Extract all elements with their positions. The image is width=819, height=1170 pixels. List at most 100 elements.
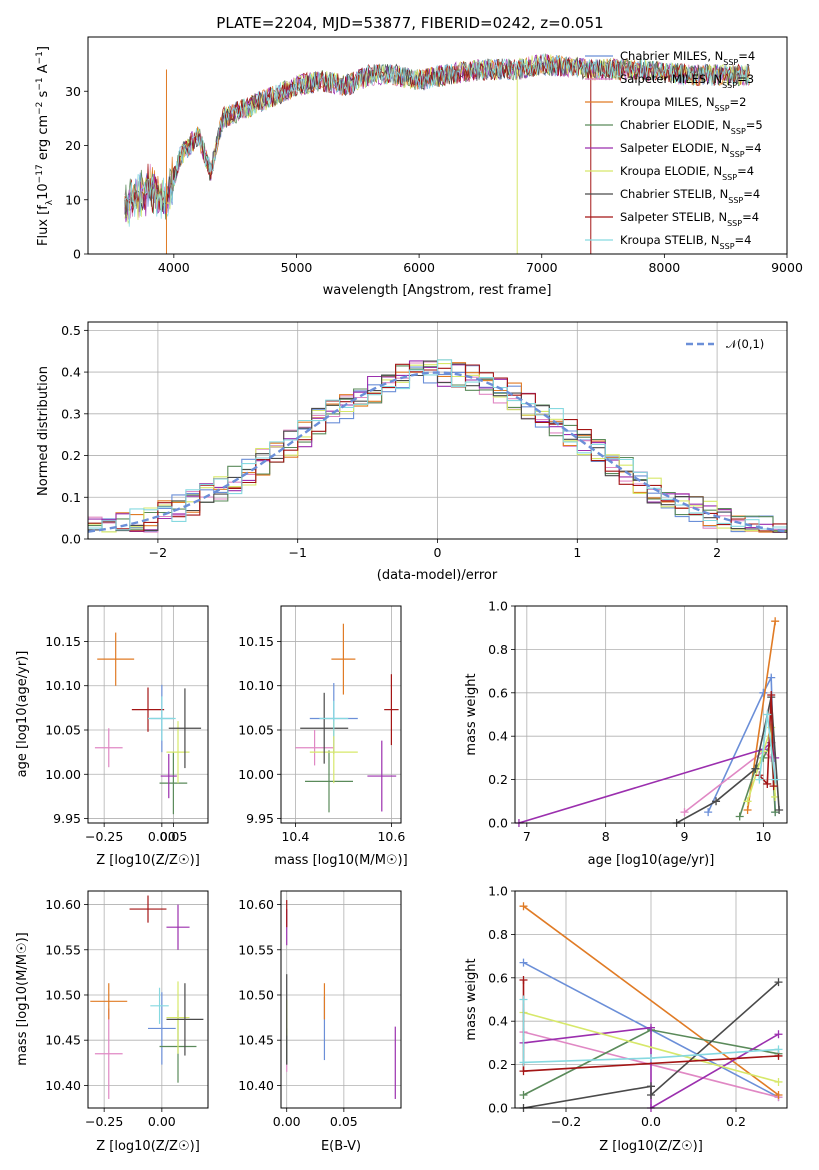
- point-marker: [751, 764, 760, 773]
- point-marker: [743, 797, 752, 806]
- x-axis-label: Z [log10(Z/Z☉)]: [96, 853, 200, 868]
- legend-label: Chabrier ELODIE, NSSP=5: [620, 118, 763, 136]
- errorbar-point: [90, 983, 128, 1020]
- errorbar-point: [94, 728, 123, 768]
- x-axis-label: mass [log10(M/M☉)]: [274, 853, 407, 868]
- errorbar-point: [148, 696, 176, 741]
- x-tick-label: 9: [681, 829, 689, 844]
- point-marker: [519, 1058, 528, 1067]
- point-marker: [519, 958, 528, 967]
- legend-label: Kroupa STELIB, NSSP=4: [620, 233, 751, 251]
- y-tick-label: 10: [65, 192, 81, 207]
- x-tick-label: 2: [713, 545, 721, 560]
- point-marker: [769, 782, 778, 791]
- errorbar-point: [168, 688, 202, 769]
- axes-frame: [87, 605, 209, 824]
- x-axis-label: Z [log10(Z/Z☉)]: [96, 1139, 200, 1154]
- point-marker: [774, 1077, 783, 1086]
- y-tick-label: 10.10: [238, 678, 274, 693]
- y-tick-label: 0.4: [488, 729, 508, 744]
- axes-frame: [87, 890, 209, 1109]
- legend-label: Salpeter MILES, NSSP=3: [620, 72, 754, 90]
- errorbar-point: [148, 992, 176, 1065]
- y-tick-label: 10.45: [45, 1033, 81, 1048]
- y-tick-label: 0.2: [488, 772, 508, 787]
- x-axis-label: E(B-V): [321, 1139, 361, 1154]
- errorbar-point: [94, 1008, 123, 1099]
- y-tick-label: 0: [73, 247, 81, 262]
- panel-4: 7 8 9 10 0.0 0.2 0.4 0.6 0.8 1.0: [488, 599, 788, 844]
- x-tick-label: 0.2: [726, 1114, 746, 1129]
- x-tick-label: −2: [149, 545, 167, 560]
- x-tick-label: 8000: [648, 260, 680, 275]
- y-tick-label: 0.5: [61, 323, 81, 338]
- y-tick-label: 9.95: [246, 811, 274, 826]
- point-marker: [519, 1090, 528, 1099]
- x-tick-label: 8: [602, 829, 610, 844]
- y-tick-label: 0.3: [61, 406, 81, 421]
- y-tick-label: 10.55: [238, 942, 274, 957]
- y-tick-label: 10.50: [238, 987, 274, 1002]
- y-tick-label: 0.2: [488, 1057, 508, 1072]
- x-tick-label: 0.05: [159, 829, 187, 844]
- point-marker: [767, 673, 776, 682]
- y-tick-label: 0.6: [488, 970, 508, 985]
- mass-weight-line: [523, 1011, 779, 1083]
- legend-label: Kroupa ELODIE, NSSP=4: [620, 164, 754, 182]
- x-tick-label: 0.00: [148, 1114, 176, 1129]
- errorbar-point: [150, 987, 169, 1024]
- y-tick-label: 30: [65, 84, 81, 99]
- mass-weight-line: [522, 999, 779, 1064]
- panel-1: −2 −1 0 1 2 0.0 0.1 0.2 0.3 0.4 0.5: [61, 321, 788, 560]
- errorbar-point: [319, 700, 349, 737]
- point-marker: [519, 995, 528, 1004]
- axes-frame: [280, 605, 402, 824]
- x-tick-label: 5000: [281, 260, 313, 275]
- y-tick-label: 10.10: [45, 678, 81, 693]
- point-marker: [647, 1082, 655, 1091]
- y-tick-label: 10.40: [238, 1078, 274, 1093]
- x-tick-label: −1: [288, 545, 306, 560]
- panel-5: −0.25 0.00 10.40 10.45 10.50 10.55 10.60: [45, 890, 209, 1129]
- point-marker: [771, 617, 780, 626]
- y-axis-label: mass [log10(M/M☉)]: [15, 932, 30, 1065]
- y-tick-label: 10.15: [238, 634, 274, 649]
- errorbar-point: [367, 740, 397, 812]
- point-marker: [519, 1067, 528, 1076]
- y-tick-label: 9.95: [53, 811, 81, 826]
- errorbar-point: [300, 692, 349, 764]
- point-marker: [712, 797, 721, 806]
- x-axis-label: Z [log10(Z/Z☉)]: [599, 1139, 703, 1154]
- y-tick-label: 0.0: [488, 816, 508, 831]
- errorbar-point: [166, 981, 190, 1054]
- panel-6: 0.00 0.05 10.40 10.45 10.50 10.55 10.60: [238, 890, 402, 1129]
- x-tick-label: 10.4: [281, 829, 309, 844]
- mass-weight-line: [523, 1026, 779, 1108]
- y-axis-label: mass weight: [464, 958, 479, 1040]
- errorbar-point: [166, 721, 190, 784]
- point-marker: [519, 975, 528, 984]
- errorbar-point: [166, 904, 190, 950]
- chart-title: PLATE=2204, MJD=53877, FIBERID=0242, z=0…: [216, 14, 603, 32]
- x-tick-label: 0.00: [148, 829, 176, 844]
- point-marker: [763, 779, 772, 788]
- x-tick-label: 7000: [526, 260, 558, 275]
- point-marker: [519, 902, 528, 911]
- y-axis-label: age [log10(age/yr)]: [15, 651, 30, 778]
- y-tick-label: 1.0: [488, 884, 508, 899]
- panel-0: 4000 5000 6000 7000 8000 9000 0 10 20 30: [65, 36, 803, 275]
- legend-label: Salpeter STELIB, NSSP=4: [620, 210, 759, 228]
- y-tick-label: 10.00: [238, 767, 274, 782]
- errorbar-point: [305, 750, 353, 813]
- y-tick-label: 10.05: [45, 723, 81, 738]
- y-axis-label: Flux [fλ10−17 erg cm−2 s−1 A−1]: [35, 46, 55, 246]
- y-tick-label: 1.0: [488, 599, 508, 614]
- x-tick-label: −0.25: [85, 1114, 123, 1129]
- point-marker: [704, 808, 713, 817]
- y-tick-label: 0.8: [488, 642, 508, 657]
- legend-label: Kroupa MILES, NSSP=2: [620, 95, 746, 113]
- y-tick-label: 10.05: [238, 723, 274, 738]
- point-marker: [680, 808, 689, 817]
- point-marker: [735, 812, 744, 821]
